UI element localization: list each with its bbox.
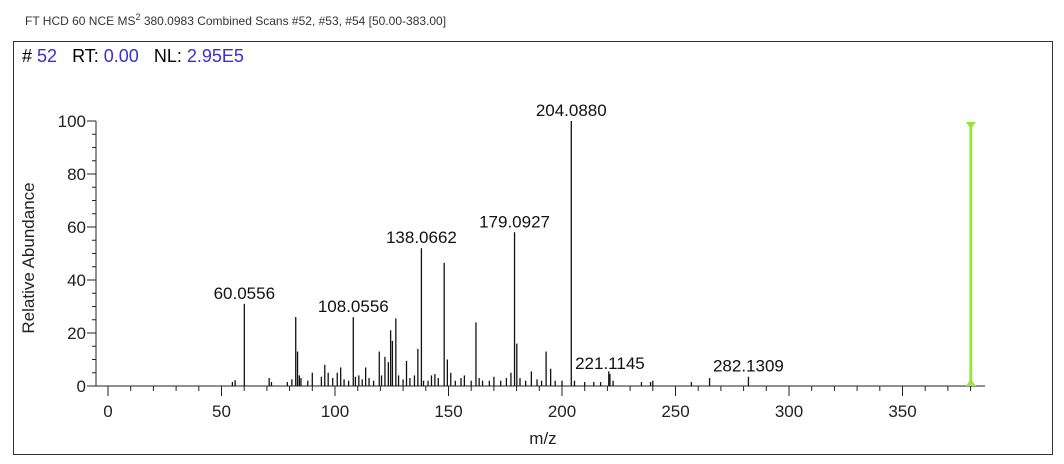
x-tick-label: 0 [103, 402, 112, 421]
rt-value: 0.00 [103, 46, 139, 66]
spectrum-frame [13, 41, 1053, 455]
nl-label: NL: [153, 46, 182, 66]
scan-label: # [22, 46, 33, 66]
peak-label: 60.0556 [214, 284, 275, 303]
x-tick-label: 300 [775, 402, 803, 421]
x-tick-label: 150 [434, 402, 462, 421]
peak-label: 108.0556 [318, 297, 389, 316]
nl-value: 2.95E5 [186, 46, 244, 66]
header-suffix: 380.0983 Combined Scans #52, #53, #54 [5… [140, 14, 447, 28]
x-axis-title: m/z [529, 429, 556, 448]
x-tick-label: 100 [321, 402, 349, 421]
precursor-marker-top [965, 122, 976, 129]
header-superscript: 2 [135, 12, 141, 22]
x-tick-label: 200 [548, 402, 576, 421]
peak-label: 221.1145 [575, 354, 645, 373]
spectrum-header: FT HCD 60 NCE MS2 380.0983 Combined Scan… [25, 12, 446, 28]
peak-label: 179.0927 [479, 212, 550, 231]
y-tick-label: 80 [67, 165, 86, 184]
peak-label: 282.1309 [713, 357, 784, 376]
y-tick-label: 0 [77, 377, 86, 396]
y-tick-label: 100 [58, 112, 86, 131]
rt-label: RT: [72, 46, 99, 66]
header-prefix: FT HCD 60 NCE MS [25, 14, 136, 28]
scan-info: # 52 RT: 0.00 NL: 2.95E5 [22, 46, 244, 67]
x-tick-label: 50 [212, 402, 231, 421]
y-axis-title: Relative Abundance [19, 182, 38, 333]
y-tick-label: 40 [67, 271, 86, 290]
peak-label: 204.0880 [536, 101, 607, 120]
y-tick-label: 20 [67, 324, 86, 343]
x-tick-label: 250 [661, 402, 689, 421]
scan-number: 52 [37, 46, 58, 66]
x-tick-label: 350 [888, 402, 916, 421]
y-tick-label: 60 [67, 218, 86, 237]
precursor-marker-bottom [965, 379, 976, 386]
peak-label: 138.0662 [386, 228, 457, 247]
